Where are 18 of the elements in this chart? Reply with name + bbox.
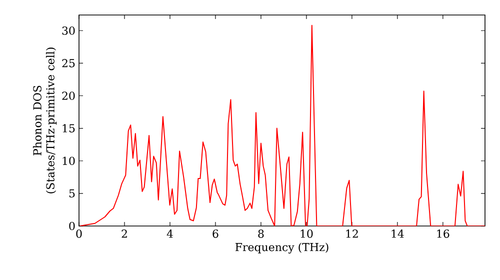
y-tick-label: 30 (62, 26, 75, 35)
y-tick-label: 25 (62, 59, 75, 68)
x-tick-label: 12 (346, 230, 358, 238)
x-tick-label: 8 (258, 230, 264, 238)
y-tick-label: 20 (62, 92, 75, 100)
x-tick-label: 16 (437, 230, 450, 238)
x-tick-label: 6 (212, 230, 218, 238)
x-tick-label: 2 (122, 230, 127, 238)
y-tick-label: 15 (62, 124, 75, 132)
y-tick-label: 10 (62, 156, 75, 166)
x-tick-label: 10 (300, 230, 313, 238)
y-axis-title: Phonon DOS (States/THz·primitive cell) (32, 48, 57, 194)
y-tick-label: 0 (69, 222, 75, 230)
x-tick-label: 4 (166, 230, 173, 238)
x-tick-label: 14 (392, 230, 404, 238)
y-tick-label: 5 (69, 189, 75, 198)
x-tick-label: 0 (76, 230, 82, 238)
x-axis-title: Frequency (THz) (235, 242, 328, 254)
